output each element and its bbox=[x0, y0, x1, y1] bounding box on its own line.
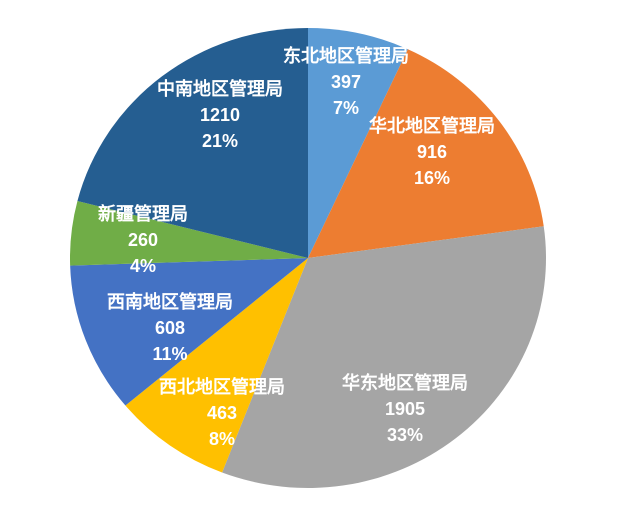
pie-slice-2 bbox=[222, 226, 547, 488]
pie-slice-6 bbox=[77, 28, 308, 258]
pie-slice-0 bbox=[308, 28, 408, 258]
pie-slice-1 bbox=[308, 49, 544, 258]
pie-slice-5 bbox=[70, 200, 309, 266]
pie-slice-4 bbox=[70, 258, 308, 406]
pie-slice-3 bbox=[125, 258, 308, 473]
